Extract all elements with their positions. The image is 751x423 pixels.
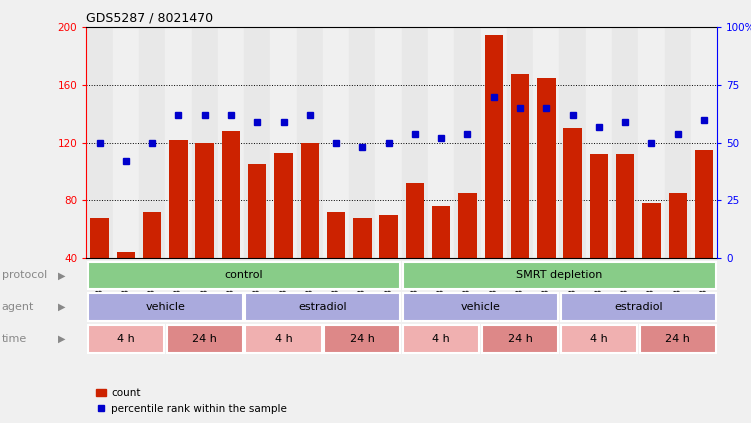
Text: 24 h: 24 h (508, 334, 532, 344)
Text: ▶: ▶ (58, 334, 65, 344)
Text: 4 h: 4 h (433, 334, 450, 344)
Bar (88, 294, 243, 321)
Bar (586, 27, 612, 258)
Bar (323, 27, 349, 258)
Text: time: time (2, 334, 27, 344)
Bar (143, 212, 161, 316)
Bar (90, 218, 109, 316)
Bar (533, 27, 559, 258)
Bar (167, 325, 243, 352)
Bar (695, 150, 713, 316)
Bar (432, 206, 451, 316)
Bar (537, 78, 556, 316)
Bar (511, 74, 529, 316)
Text: ▶: ▶ (58, 302, 65, 312)
Bar (274, 153, 293, 316)
Bar (403, 294, 558, 321)
Bar (195, 143, 214, 316)
Bar (559, 27, 586, 258)
Text: ▶: ▶ (58, 270, 65, 280)
Text: 4 h: 4 h (590, 334, 608, 344)
Bar (616, 154, 635, 316)
Text: 24 h: 24 h (192, 334, 217, 344)
Bar (88, 325, 164, 352)
Bar (297, 27, 323, 258)
Bar (270, 27, 297, 258)
Bar (691, 27, 717, 258)
Bar (376, 27, 402, 258)
Text: vehicle: vehicle (145, 302, 185, 312)
Bar (244, 27, 270, 258)
Bar (454, 27, 481, 258)
Bar (481, 27, 507, 258)
Bar (192, 27, 218, 258)
Text: agent: agent (2, 302, 34, 312)
Text: estradiol: estradiol (614, 302, 662, 312)
Bar (640, 325, 716, 352)
Text: 24 h: 24 h (350, 334, 375, 344)
Bar (324, 325, 400, 352)
Bar (484, 35, 503, 316)
Bar (246, 294, 400, 321)
Bar (218, 27, 244, 258)
Bar (86, 27, 113, 258)
Text: 4 h: 4 h (275, 334, 292, 344)
Legend: count, percentile rank within the sample: count, percentile rank within the sample (92, 384, 291, 418)
Bar (169, 140, 188, 316)
Bar (563, 128, 582, 316)
Bar (248, 165, 267, 316)
Text: estradiol: estradiol (299, 302, 347, 312)
Bar (402, 27, 428, 258)
Bar (612, 27, 638, 258)
Text: GDS5287 / 8021470: GDS5287 / 8021470 (86, 12, 213, 25)
Bar (482, 325, 558, 352)
Text: protocol: protocol (2, 270, 47, 280)
Bar (353, 218, 372, 316)
Bar (116, 252, 135, 316)
Text: SMRT depletion: SMRT depletion (516, 270, 603, 280)
Bar (327, 212, 345, 316)
Bar (668, 193, 687, 316)
Bar (507, 27, 533, 258)
Bar (379, 215, 398, 316)
Bar (113, 27, 139, 258)
Bar (638, 27, 665, 258)
Bar (349, 27, 376, 258)
Text: vehicle: vehicle (460, 302, 501, 312)
Bar (665, 27, 691, 258)
Bar (246, 325, 321, 352)
Text: 4 h: 4 h (117, 334, 134, 344)
Bar (222, 131, 240, 316)
Bar (403, 262, 716, 289)
Bar (300, 143, 319, 316)
Text: control: control (225, 270, 264, 280)
Bar (88, 262, 400, 289)
Bar (458, 193, 477, 316)
Bar (590, 154, 608, 316)
Bar (406, 183, 424, 316)
Text: 24 h: 24 h (665, 334, 690, 344)
Bar (561, 325, 637, 352)
Bar (428, 27, 454, 258)
Bar (561, 294, 716, 321)
Bar (165, 27, 192, 258)
Bar (642, 203, 661, 316)
Bar (139, 27, 165, 258)
Bar (403, 325, 479, 352)
